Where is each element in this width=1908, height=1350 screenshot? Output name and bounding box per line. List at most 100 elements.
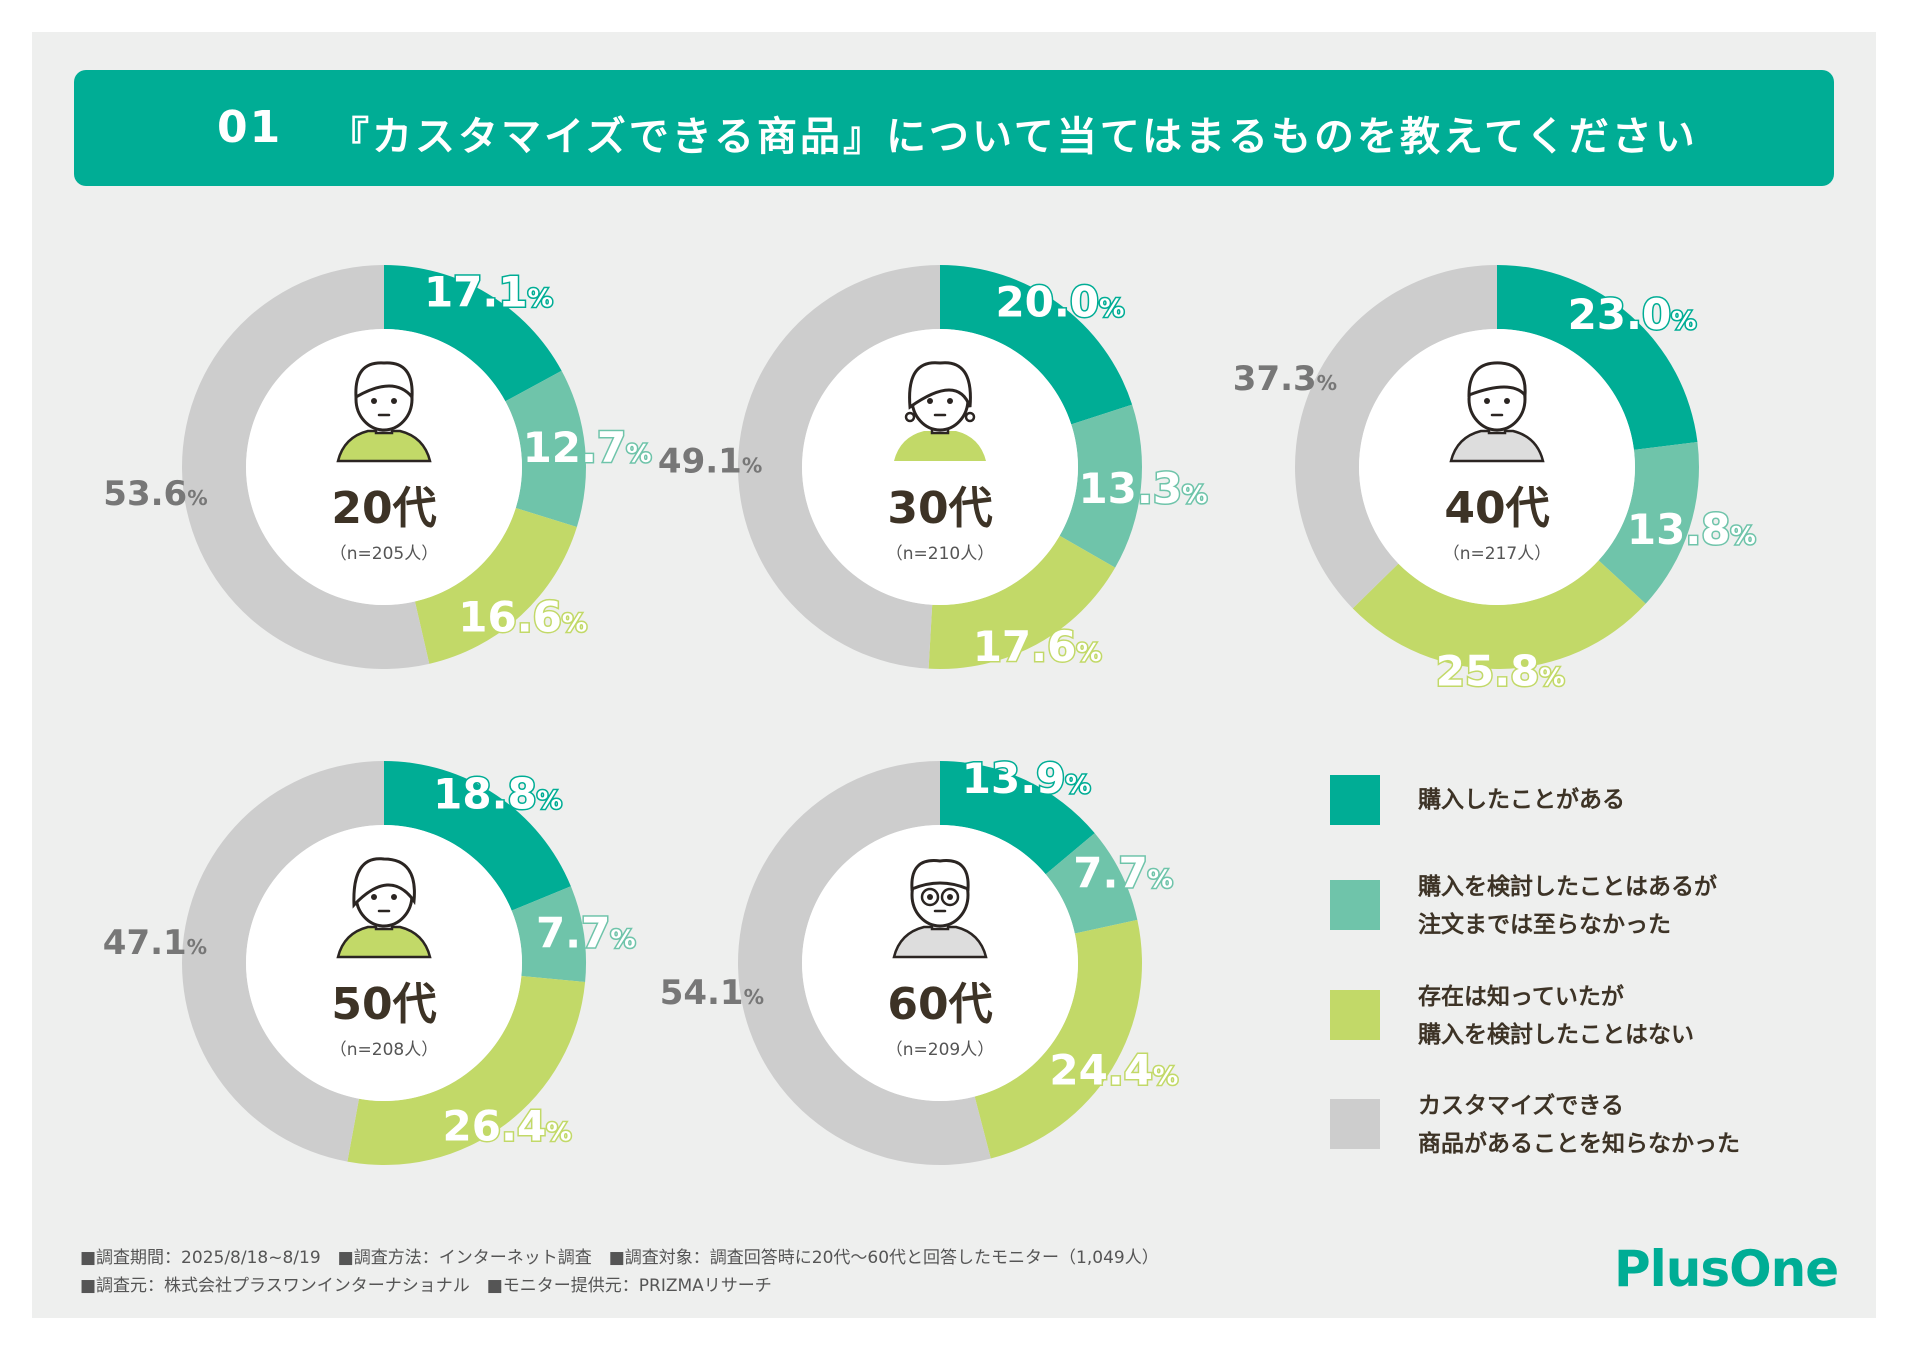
donut-segment-purchased [384,265,562,402]
eye-left [1484,398,1490,404]
legend-swatch-purchased [1330,775,1380,825]
donut-20代: 17.1%12.7%16.6%53.6% 20代（n=205人） [103,265,653,669]
percent-sign: % [1539,663,1564,692]
shirt-shape [336,429,432,463]
donut-hole [246,825,522,1101]
sample-size-label: （n=205人） [330,544,438,564]
eye-right [947,894,953,900]
percent-sign: % [1317,371,1337,395]
glasses-left [920,887,940,907]
sample-size-label: （n=208人） [330,1040,438,1060]
percent-sign: % [1671,306,1696,335]
hair-shape [1467,361,1527,399]
hair-shape [908,361,972,410]
percent-sign: % [537,785,562,814]
sample-size-label: （n=217人） [1443,544,1551,564]
young-man-avatar-icon [336,361,432,463]
donut-segment-unaware [738,264,940,669]
sample-size-label: （n=210人） [886,544,994,564]
percent-sign: % [562,608,587,637]
donut-segment-considered [1598,441,1699,604]
legend-line: 存在は知っていたが [1418,984,1624,1010]
donut-segment-considered [505,370,586,528]
percent-sign: % [1076,638,1101,667]
data-label-purchased: 17.1% [424,267,553,316]
age-group-label: 40代 [1444,483,1549,534]
title-bar: 01 『カスタマイズできる商品』について当てはまるものを教えてください [74,70,1834,186]
percent-sign: % [744,985,764,1009]
donut-40代: 23.0% 13.8% 25.8% 37.3% 40代 （n=217人） [1233,265,1757,697]
woman-with-earrings-avatar-icon [894,361,986,461]
eye-right [391,398,397,404]
percent-sign: % [626,439,651,468]
donut-hole [246,329,522,605]
data-label-aware: 26.4% [443,1101,572,1150]
percent-sign: % [528,283,553,312]
data-label-considered: 13.3% [1078,464,1207,513]
legend-line: 商品があることを知らなかった [1418,1131,1740,1157]
donut-segment-aware [414,507,577,664]
data-label-aware: 25.8% [1436,647,1565,696]
percent-sign: % [742,453,762,477]
donut-60代: 13.9%7.7%24.4%54.1% 60代（n=209人） [660,752,1180,1165]
legend-line: カスタマイズできる [1418,1093,1624,1119]
percent-sign: % [1730,521,1755,550]
earring-left [904,411,916,423]
shirt-shape [894,431,986,461]
shirt-shape [892,925,988,959]
age-group-label: 30代 [887,483,992,534]
donut-segment-purchased [384,760,571,911]
donut-segment-aware [928,535,1116,669]
percent-sign: % [1148,865,1173,894]
donut-segment-aware [1352,560,1646,669]
donut-segment-unaware [737,761,991,1165]
legend-swatch-unaware [1330,1099,1380,1149]
donut-segment-purchased [940,761,1095,875]
data-label-aware: 16.6% [458,592,587,641]
donut-segment-considered [1045,833,1138,934]
donut-segment-unaware [1294,265,1497,609]
glasses-right [940,887,960,907]
donut-segment-purchased [940,265,1133,425]
donut-hole [1359,329,1635,605]
donut-segment-purchased [1497,265,1698,450]
donut-segment-unaware [182,761,384,1162]
percent-sign: % [187,935,207,959]
woman-thinking-avatar-icon [336,857,432,959]
man-with-collar-avatar-icon [1449,361,1545,463]
legend-swatch-aware [1330,990,1380,1040]
data-label-aware: 17.6% [973,622,1102,671]
percent-sign: % [1099,294,1124,323]
legend-line: 購入したことがある [1418,787,1625,813]
donut-segment-unaware [181,265,430,669]
footnote-source-info: ■調査元：株式会社プラスワンインターナショナル ■モニター提供元：PRIZMAリ… [80,1276,772,1296]
hair-shape [354,361,414,401]
donut-50代: 18.8% 7.7% 26.4% 47.1% 50代 （n=208人） [103,760,637,1165]
legend-label-purchased: 購入したことがある [1418,781,1625,819]
question-number: 01 [217,102,283,153]
percent-sign: % [187,486,207,510]
sample-size-label: （n=209人） [886,1040,994,1060]
data-label-purchased: 20.0% [995,278,1124,327]
age-group-label: 60代 [887,979,992,1030]
eye-left [927,398,933,404]
eye-left [371,894,377,900]
legend-label-considered: 購入を検討したことはあるが 注文までは至らなかった [1418,868,1717,944]
percent-sign: % [1065,770,1090,799]
older-man-with-glasses-avatar-icon [892,859,988,959]
donut-30代: 20.0%13.3%17.6%49.1%30代（n=210人） [658,264,1209,673]
eye-left [371,398,377,404]
age-group-label: 20代 [331,483,436,534]
data-label-unaware: 37.3% [1233,359,1337,399]
legend-swatch-considered [1330,880,1380,930]
percent-sign: % [1182,480,1207,509]
percent-sign: % [546,1117,571,1146]
legend-label-aware: 存在は知っていたが 購入を検討したことはない [1418,978,1694,1054]
plusone-logo: PlusOne [1614,1240,1839,1298]
donut-segment-considered [511,886,586,983]
shirt-shape [336,925,432,959]
percent-sign: % [1153,1061,1178,1090]
data-label-considered: 12.7% [523,423,652,472]
hair-shape [352,857,416,909]
